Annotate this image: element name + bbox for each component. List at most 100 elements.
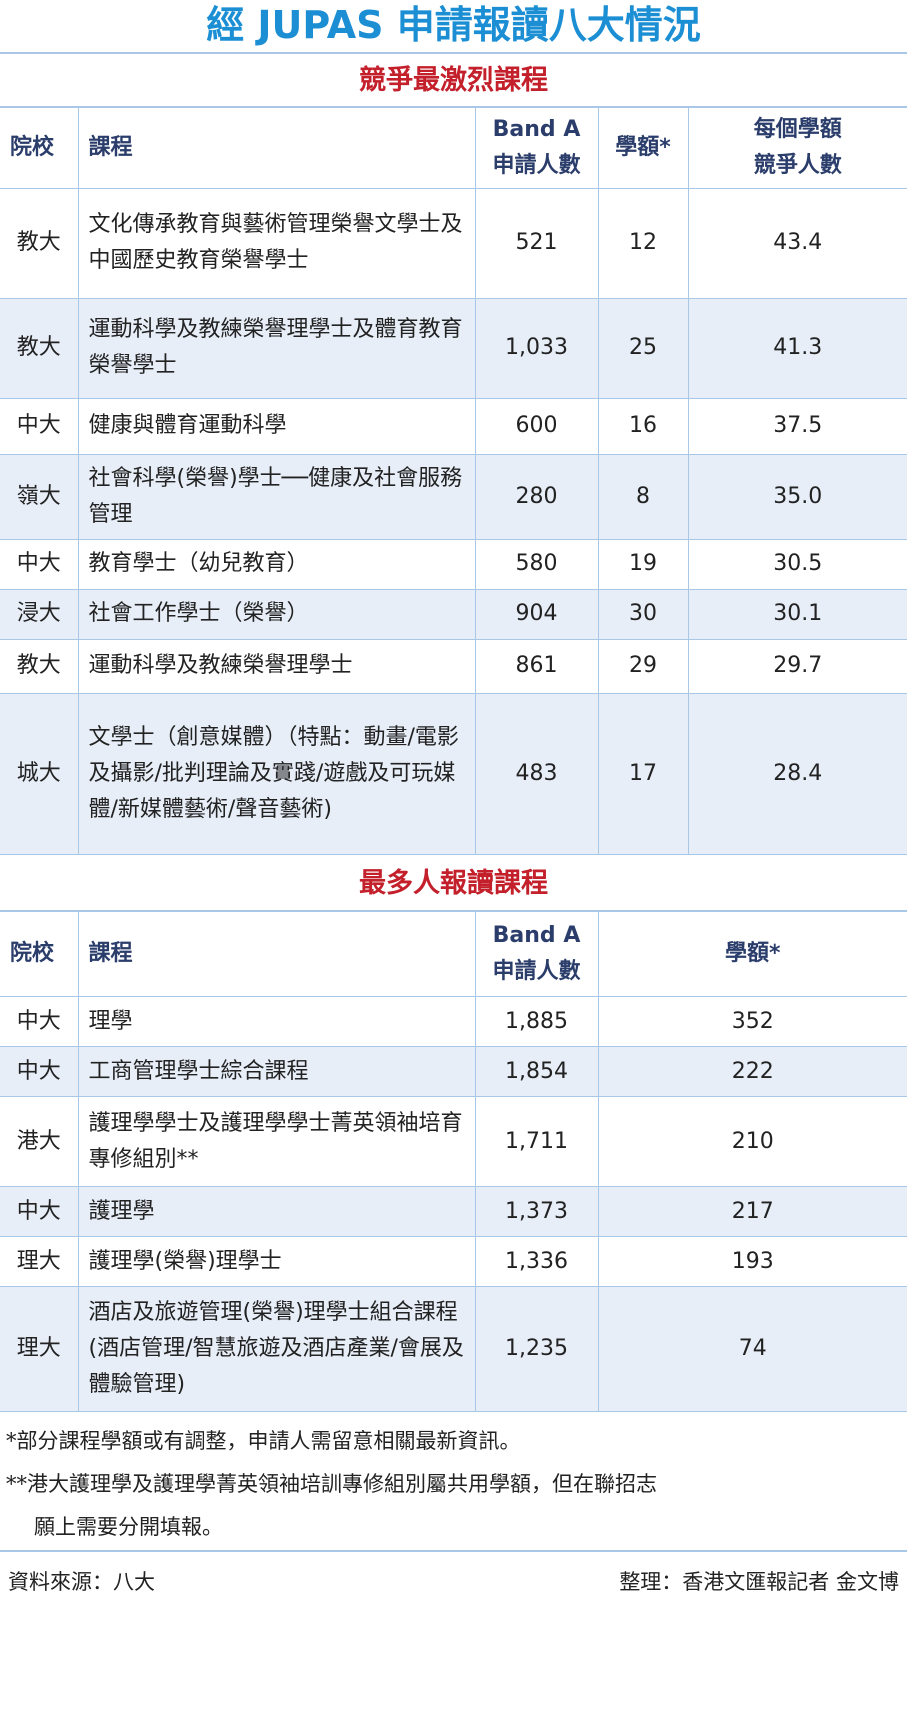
cell-school: 中大 bbox=[0, 1186, 79, 1237]
table-row: 城大 文學士（創意媒體）（特點：動畫/電影及攝影/批判理論及實踐/遊戲及可玩媒體/… bbox=[0, 693, 907, 855]
header-course: 課程 bbox=[78, 911, 476, 997]
cell-band-a: 861 bbox=[475, 639, 599, 694]
table-row: 理大 酒店及旅遊管理(榮譽)理學士組合課程(酒店管理/智慧旅遊及酒店產業/會展及體… bbox=[0, 1286, 907, 1412]
cell-band-a: 904 bbox=[475, 589, 599, 640]
header-places: 學額* bbox=[598, 911, 907, 997]
footnote-1: *部分課程學額或有調整，申請人需留意相關最新資訊。 bbox=[6, 1429, 521, 1453]
page-title: 經 JUPAS 申請報讀八大情況 bbox=[0, 0, 907, 54]
cell-band-a: 1,235 bbox=[475, 1286, 599, 1412]
table-row: 中大 教育學士（幼兒教育） 580 19 30.5 bbox=[0, 539, 907, 590]
cell-band-a: 483 bbox=[475, 693, 599, 855]
credit: 整理：香港文匯報記者 金文博 bbox=[619, 1570, 899, 1594]
table-row: 中大 護理學 1,373 217 bbox=[0, 1186, 907, 1237]
cell-band-a: 1,854 bbox=[475, 1046, 599, 1097]
cell-places: 16 bbox=[598, 398, 689, 455]
cell-school: 教大 bbox=[0, 188, 79, 299]
table-row: 浸大 社會工作學士（榮譽） 904 30 30.1 bbox=[0, 589, 907, 640]
cell-ratio: 43.4 bbox=[688, 188, 907, 299]
cell-ratio: 35.0 bbox=[688, 454, 907, 540]
cell-band-a: 521 bbox=[475, 188, 599, 299]
cell-course: 酒店及旅遊管理(榮譽)理學士組合課程(酒店管理/智慧旅遊及酒店產業/會展及體驗管… bbox=[78, 1286, 476, 1412]
cell-school: 中大 bbox=[0, 539, 79, 590]
cell-course: 護理學學士及護理學學士菁英領袖培育專修組別** bbox=[78, 1096, 476, 1187]
cell-places: 210 bbox=[598, 1096, 907, 1187]
table-row: 港大 護理學學士及護理學學士菁英領袖培育專修組別** 1,711 210 bbox=[0, 1096, 907, 1187]
footnote-2: **港大護理學及護理學菁英領袖培訓專修組別屬共用學額，但在聯招志 bbox=[6, 1472, 657, 1496]
cell-school: 城大 bbox=[0, 693, 79, 855]
cell-school: 教大 bbox=[0, 298, 79, 399]
footnotes: *部分課程學額或有調整，申請人需留意相關最新資訊。 **港大護理學及護理學菁英領… bbox=[0, 1412, 907, 1552]
cell-school: 教大 bbox=[0, 639, 79, 694]
table-row: 教大 運動科學及教練榮譽理學士及體育教育榮譽學士 1,033 25 41.3 bbox=[0, 298, 907, 399]
table-header: 院校 課程 Band A 申請人數 學額* bbox=[0, 911, 907, 997]
cell-places: 222 bbox=[598, 1046, 907, 1097]
cell-course: 文化傳承教育與藝術管理榮譽文學士及中國歷史教育榮譽學士 bbox=[78, 188, 476, 299]
table-header: 院校 課程 Band A 申請人數 學額* 每個學額 競爭人數 bbox=[0, 108, 907, 189]
cell-school: 理大 bbox=[0, 1286, 79, 1412]
cell-course: 理學 bbox=[78, 996, 476, 1047]
cell-ratio: 30.5 bbox=[688, 539, 907, 590]
cell-course: 護理學(榮譽)理學士 bbox=[78, 1236, 476, 1287]
cell-places: 352 bbox=[598, 996, 907, 1047]
footer: 資料來源：八大 整理：香港文匯報記者 金文博 bbox=[0, 1552, 907, 1596]
cell-band-a: 1,336 bbox=[475, 1236, 599, 1287]
cell-school: 中大 bbox=[0, 996, 79, 1047]
cell-places: 12 bbox=[598, 188, 689, 299]
table-row: 中大 工商管理學士綜合課程 1,854 222 bbox=[0, 1046, 907, 1097]
cell-band-a: 1,373 bbox=[475, 1186, 599, 1237]
cell-places: 8 bbox=[598, 454, 689, 540]
cell-ratio: 29.7 bbox=[688, 639, 907, 694]
cell-course: 社會工作學士（榮譽） bbox=[78, 589, 476, 640]
cell-band-a: 580 bbox=[475, 539, 599, 590]
cell-places: 74 bbox=[598, 1286, 907, 1412]
cell-band-a: 600 bbox=[475, 398, 599, 455]
cell-places: 17 bbox=[598, 693, 689, 855]
cell-school: 港大 bbox=[0, 1096, 79, 1187]
cell-course: 運動科學及教練榮譽理學士 bbox=[78, 639, 476, 694]
table-row: 中大 理學 1,885 352 bbox=[0, 996, 907, 1047]
cell-course: 護理學 bbox=[78, 1186, 476, 1237]
header-ratio: 每個學額 競爭人數 bbox=[688, 108, 907, 189]
section1-title: 競爭最激烈課程 bbox=[0, 54, 907, 108]
cell-school: 中大 bbox=[0, 398, 79, 455]
cell-places: 30 bbox=[598, 589, 689, 640]
cell-ratio: 37.5 bbox=[688, 398, 907, 455]
table-row: 理大 護理學(榮譽)理學士 1,336 193 bbox=[0, 1236, 907, 1287]
cell-places: 217 bbox=[598, 1186, 907, 1237]
cell-places: 29 bbox=[598, 639, 689, 694]
header-places: 學額* bbox=[598, 108, 689, 189]
section2-title: 最多人報讀課程 bbox=[0, 855, 907, 912]
cell-places: 19 bbox=[598, 539, 689, 590]
cell-course: 教育學士（幼兒教育） bbox=[78, 539, 476, 590]
header-course: 課程 bbox=[78, 108, 476, 189]
cell-course: 文學士（創意媒體）（特點：動畫/電影及攝影/批判理論及實踐/遊戲及可玩媒體/新媒… bbox=[78, 693, 476, 855]
cell-school: 浸大 bbox=[0, 589, 79, 640]
cell-band-a: 1,033 bbox=[475, 298, 599, 399]
cell-band-a: 280 bbox=[475, 454, 599, 540]
cell-course: 運動科學及教練榮譽理學士及體育教育榮譽學士 bbox=[78, 298, 476, 399]
table-row: 教大 運動科學及教練榮譽理學士 861 29 29.7 bbox=[0, 639, 907, 694]
cell-course: 社會科學(榮譽)學士──健康及社會服務管理 bbox=[78, 454, 476, 540]
competitive-courses-table: 院校 課程 Band A 申請人數 學額* 每個學額 競爭人數 教大 文化傳承教育與藝… bbox=[0, 108, 907, 855]
footnote-2-cont: 願上需要分開填報。 bbox=[34, 1515, 223, 1539]
cell-school: 中大 bbox=[0, 1046, 79, 1097]
table-row: 嶺大 社會科學(榮譽)學士──健康及社會服務管理 280 8 35.0 bbox=[0, 454, 907, 540]
cell-places: 25 bbox=[598, 298, 689, 399]
cell-school: 理大 bbox=[0, 1236, 79, 1287]
cell-ratio: 30.1 bbox=[688, 589, 907, 640]
popular-courses-table: 院校 課程 Band A 申請人數 學額* 中大 理學 1,885 352 中大 工商管理學… bbox=[0, 911, 907, 1412]
cell-school: 嶺大 bbox=[0, 454, 79, 540]
source: 資料來源：八大 bbox=[8, 1570, 155, 1594]
table-row: 中大 健康與體育運動科學 600 16 37.5 bbox=[0, 398, 907, 455]
cell-ratio: 28.4 bbox=[688, 693, 907, 855]
cell-ratio: 41.3 bbox=[688, 298, 907, 399]
header-school: 院校 bbox=[0, 911, 79, 997]
cell-course: 工商管理學士綜合課程 bbox=[78, 1046, 476, 1097]
header-band-a: Band A 申請人數 bbox=[475, 911, 599, 997]
cell-band-a: 1,885 bbox=[475, 996, 599, 1047]
header-band-a: Band A 申請人數 bbox=[475, 108, 599, 189]
table-row: 教大 文化傳承教育與藝術管理榮譽文學士及中國歷史教育榮譽學士 521 12 43.4 bbox=[0, 188, 907, 299]
cell-band-a: 1,711 bbox=[475, 1096, 599, 1187]
header-school: 院校 bbox=[0, 108, 79, 189]
cell-places: 193 bbox=[598, 1236, 907, 1287]
